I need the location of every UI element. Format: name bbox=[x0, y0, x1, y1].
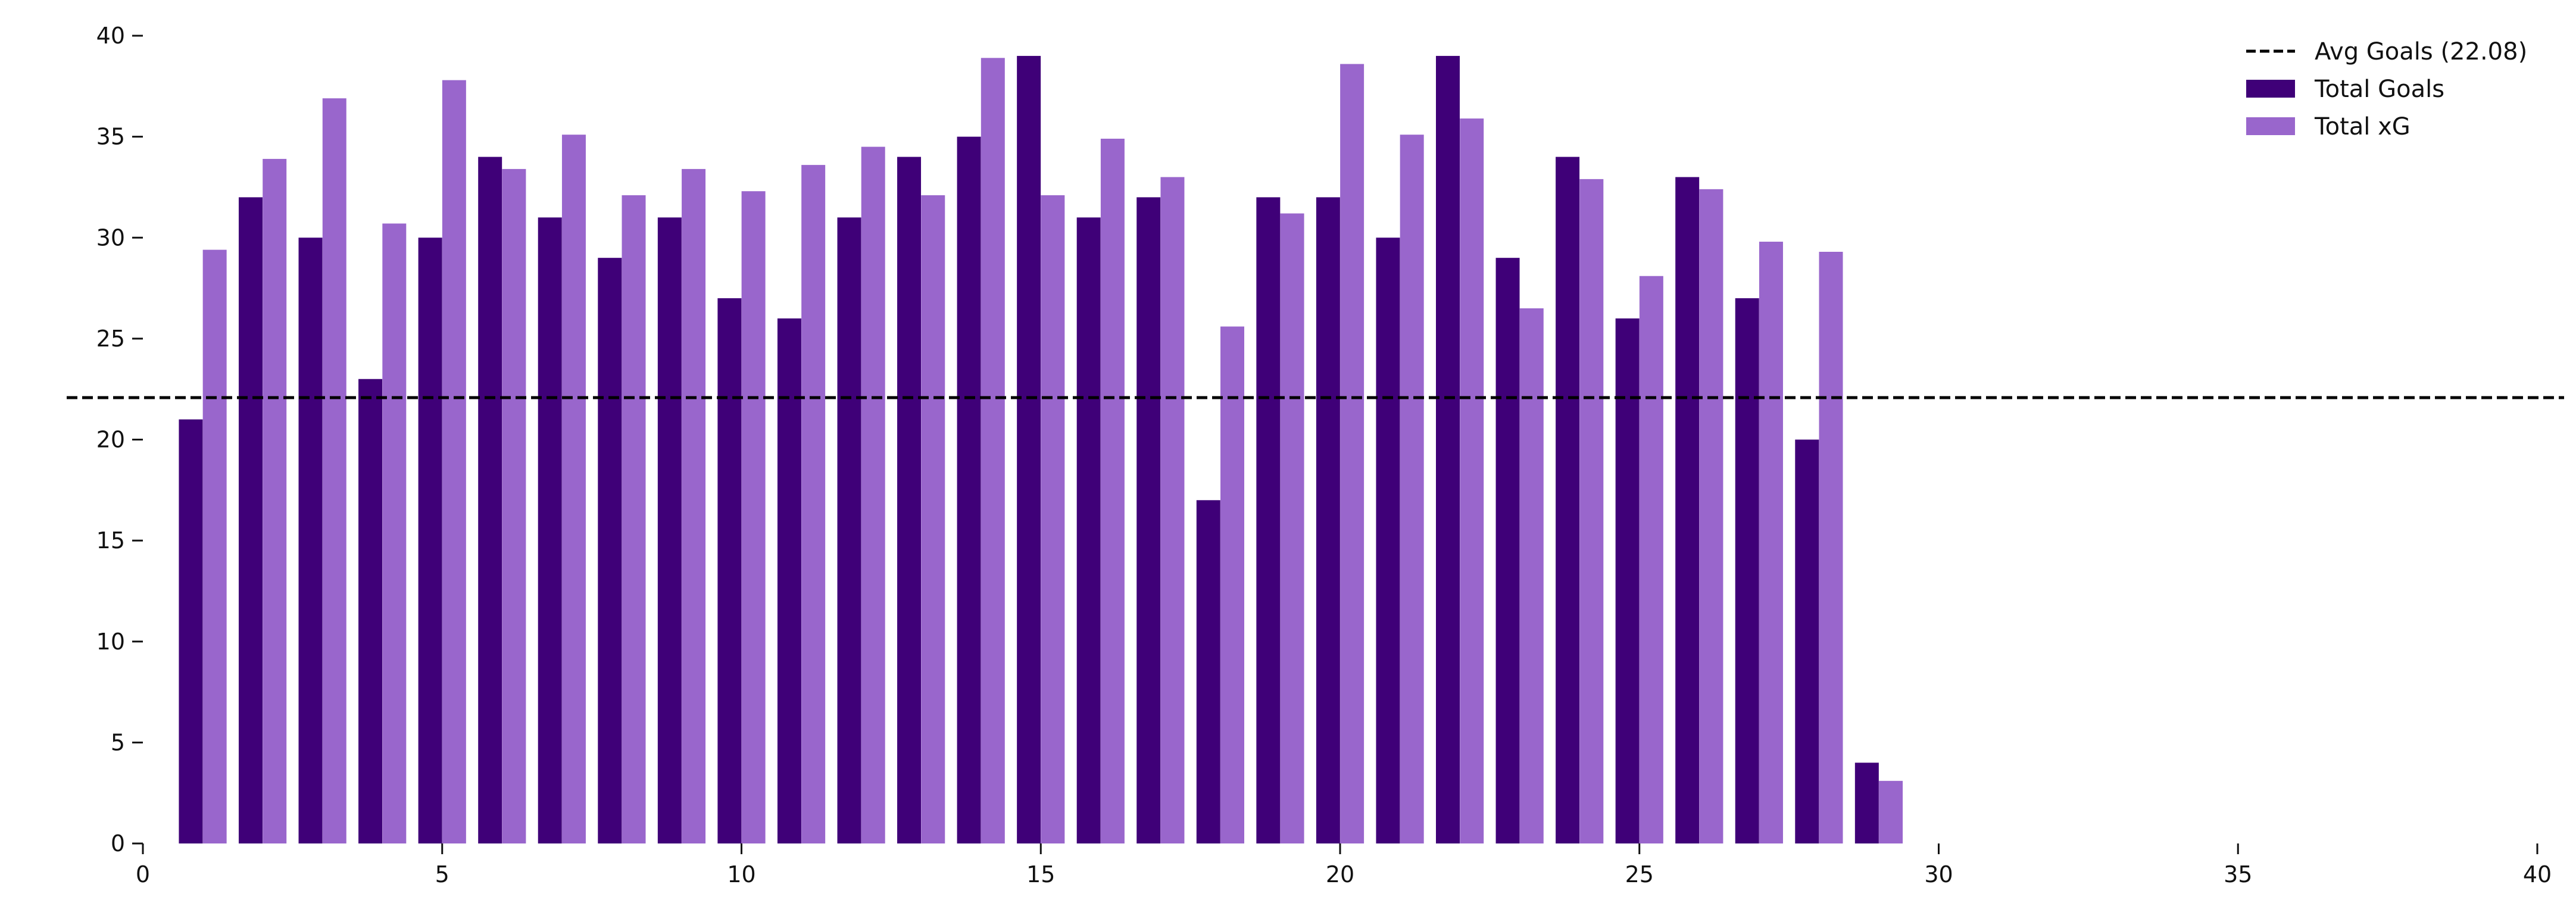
bar-total-xg bbox=[801, 165, 826, 843]
bar-total-xg bbox=[861, 146, 885, 844]
x-tick-label: 40 bbox=[2523, 861, 2552, 888]
y-tick-label: 40 bbox=[96, 23, 125, 49]
bar-total-xg bbox=[382, 223, 407, 843]
bar-total-goals bbox=[1017, 55, 1041, 843]
y-tick-label: 15 bbox=[96, 527, 125, 554]
y-tick-label: 10 bbox=[96, 629, 125, 655]
bar-total-goals bbox=[837, 217, 861, 844]
bar-total-xg bbox=[442, 80, 466, 843]
bar-total-xg bbox=[1220, 326, 1245, 843]
series-total-xg bbox=[202, 58, 1903, 844]
bar-total-goals bbox=[358, 379, 383, 843]
bar-total-xg bbox=[1100, 139, 1125, 843]
bar-total-xg bbox=[921, 195, 945, 843]
bar-total-goals bbox=[298, 238, 323, 843]
bar-total-goals bbox=[717, 298, 742, 843]
bar-total-goals bbox=[1795, 439, 1819, 843]
bar-total-xg bbox=[741, 191, 766, 844]
y-tick-label: 35 bbox=[96, 124, 125, 150]
x-tick-label: 0 bbox=[136, 861, 150, 888]
bar-total-goals bbox=[1615, 318, 1640, 843]
bar-total-xg bbox=[1280, 213, 1304, 843]
bar-total-goals bbox=[777, 318, 801, 843]
y-tick-label: 20 bbox=[96, 427, 125, 453]
series-total-goals bbox=[179, 55, 1879, 844]
legend: Avg Goals (22.08) Total Goals Total xG bbox=[2246, 38, 2527, 140]
bar-total-goals bbox=[1196, 500, 1220, 843]
bar-total-goals bbox=[1136, 197, 1161, 843]
x-tick-label: 20 bbox=[1326, 861, 1354, 888]
bar-total-goals bbox=[657, 217, 682, 844]
bar-total-xg bbox=[1579, 179, 1604, 843]
y-tick-label: 5 bbox=[111, 729, 125, 755]
y-tick-label: 30 bbox=[96, 224, 125, 251]
bar-total-xg bbox=[1639, 276, 1663, 844]
bar-total-goals bbox=[478, 157, 502, 843]
bar-total-xg bbox=[1519, 308, 1544, 843]
bar-total-xg bbox=[561, 135, 586, 844]
legend-avg-goals-label: Avg Goals (22.08) bbox=[2315, 38, 2527, 65]
legend-total-xg-swatch bbox=[2246, 117, 2295, 135]
x-tick-label: 35 bbox=[2224, 861, 2252, 888]
bar-total-goals bbox=[897, 157, 922, 843]
x-tick-label: 10 bbox=[727, 861, 755, 888]
legend-total-goals-label: Total Goals bbox=[2314, 76, 2444, 103]
bar-total-goals bbox=[1495, 258, 1520, 843]
bar-total-goals bbox=[598, 258, 622, 843]
bar-total-goals bbox=[1076, 217, 1101, 844]
bar-total-goals bbox=[1675, 177, 1700, 844]
bar-total-goals bbox=[179, 419, 203, 843]
bar-total-xg bbox=[263, 158, 287, 844]
bar-total-goals bbox=[538, 217, 562, 844]
bar-total-goals bbox=[1556, 157, 1580, 843]
bar-total-goals bbox=[418, 238, 442, 843]
legend-total-goals-swatch bbox=[2246, 80, 2295, 98]
bar-total-xg bbox=[202, 249, 227, 843]
axes: 0 5 10 15 20 25 30 35 40 0 5 10 15 20 25 30 35 40 bbox=[96, 23, 2552, 888]
bar-total-goals bbox=[1256, 197, 1281, 843]
bar-total-goals bbox=[1854, 763, 1879, 843]
bar-total-xg bbox=[1819, 252, 1843, 843]
x-tick-label: 30 bbox=[1924, 861, 1953, 888]
bar-total-xg bbox=[1400, 135, 1424, 844]
bar-total-goals bbox=[1435, 55, 1460, 843]
bar-total-xg bbox=[1340, 64, 1365, 844]
bar-total-xg bbox=[502, 168, 526, 843]
bar-total-xg bbox=[1041, 195, 1065, 843]
x-tick-label: 5 bbox=[435, 861, 449, 888]
bar-total-xg bbox=[622, 195, 646, 843]
bar-total-goals bbox=[1376, 238, 1400, 843]
bar-series-group bbox=[179, 55, 1903, 844]
bar-total-xg bbox=[1160, 177, 1185, 844]
bar-total-xg bbox=[682, 168, 706, 843]
bar-total-goals bbox=[238, 197, 263, 843]
bar-total-xg bbox=[1699, 189, 1723, 844]
bar-total-xg bbox=[981, 58, 1005, 844]
bar-total-goals bbox=[957, 136, 981, 844]
y-tick-label: 25 bbox=[96, 326, 125, 352]
bar-total-xg bbox=[322, 98, 346, 843]
y-tick-label: 0 bbox=[111, 830, 125, 857]
legend-total-xg-label: Total xG bbox=[2314, 113, 2410, 140]
bar-total-xg bbox=[1879, 780, 1903, 843]
bar-total-xg bbox=[1759, 242, 1783, 843]
bar-total-goals bbox=[1735, 298, 1759, 843]
x-tick-label: 25 bbox=[1625, 861, 1654, 888]
bar-total-goals bbox=[1316, 197, 1340, 843]
x-tick-label: 15 bbox=[1026, 861, 1055, 888]
bar-total-xg bbox=[1460, 118, 1484, 844]
